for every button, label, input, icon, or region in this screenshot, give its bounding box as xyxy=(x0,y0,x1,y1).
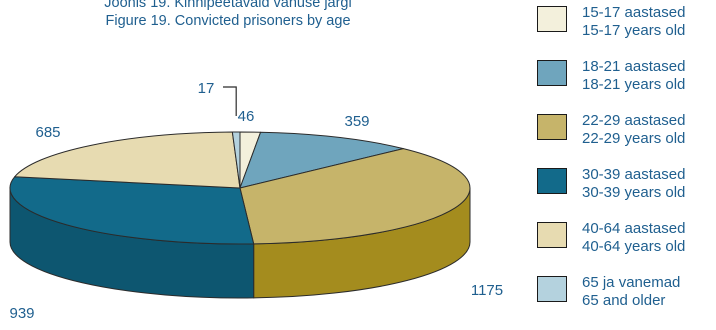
chart-legend: 15-17 aastased 15-17 years old 18-21 aasta… xyxy=(537,4,716,328)
legend-label-english: 18-21 years old xyxy=(582,76,686,93)
legend-item-18-21-years-old: 18-21 aastased 18-21 years old xyxy=(537,58,716,112)
data-label-40-64-years-old: 685 xyxy=(35,124,60,141)
data-label-22-29-years-old: 1175 xyxy=(471,282,503,299)
legend-label-estonian: 15-17 aastased xyxy=(582,4,686,21)
chart-title-english: Figure 19. Convicted prisoners by age xyxy=(105,13,351,29)
legend-label-english: 40-64 years old xyxy=(582,238,686,255)
legend-label-estonian: 40-64 aastased xyxy=(582,220,686,237)
legend-label-estonian: 65 ja vanemad xyxy=(582,274,681,291)
leader-line-65-and-older xyxy=(223,86,237,117)
legend-label-estonian: 30-39 aastased xyxy=(582,166,686,183)
legend-label-english: 15-17 years old xyxy=(582,22,686,39)
chart-title-estonian: Joonis 19. Kinnipeetavaid vanuse järgi xyxy=(104,0,352,11)
legend-label-english: 30-39 years old xyxy=(582,184,686,201)
legend-swatch xyxy=(537,6,567,32)
legend-label-english: 22-29 years old xyxy=(582,130,686,147)
legend-item-65-and-older: 65 ja vanemad 65 and older xyxy=(537,274,716,328)
legend-item-40-64-years-old: 40-64 aastased 40-64 years old xyxy=(537,220,716,274)
legend-label: 18-21 aastased 18-21 years old xyxy=(582,58,685,94)
legend-label: 65 ja vanemad 65 and older xyxy=(582,274,680,310)
data-label-15-17-years-old: 46 xyxy=(238,108,255,125)
legend-item-15-17-years-old: 15-17 aastased 15-17 years old xyxy=(537,4,716,58)
pie-slice-40-64-years-old xyxy=(14,131,241,189)
pie-slice-65-and-older xyxy=(231,131,241,189)
legend-label-estonian: 18-21 aastased xyxy=(582,58,686,75)
legend-item-22-29-years-old: 22-29 aastased 22-29 years old xyxy=(537,112,716,166)
legend-label: 22-29 aastased 22-29 years old xyxy=(582,112,685,148)
legend-label: 40-64 aastased 40-64 years old xyxy=(582,220,685,256)
pie-slice-22-29-years-old xyxy=(239,148,471,245)
pie-slice-30-39-years-old xyxy=(9,176,255,245)
legend-swatch xyxy=(537,60,567,86)
data-label-30-39-years-old: 939 xyxy=(9,305,34,322)
legend-label: 15-17 aastased 15-17 years old xyxy=(582,4,685,40)
legend-swatch xyxy=(537,114,567,140)
legend-label-estonian: 22-29 aastased xyxy=(582,112,686,129)
legend-item-30-39-years-old: 30-39 aastased 30-39 years old xyxy=(537,166,716,220)
legend-swatch xyxy=(537,168,567,194)
data-label-65-and-older: 17 xyxy=(198,80,215,97)
legend-swatch xyxy=(537,222,567,248)
data-label-18-21-years-old: 359 xyxy=(344,113,369,130)
legend-label: 30-39 aastased 30-39 years old xyxy=(582,166,685,202)
legend-swatch xyxy=(537,276,567,302)
legend-label-english: 65 and older xyxy=(582,292,666,309)
pie-slice-18-21-years-old xyxy=(239,131,404,189)
